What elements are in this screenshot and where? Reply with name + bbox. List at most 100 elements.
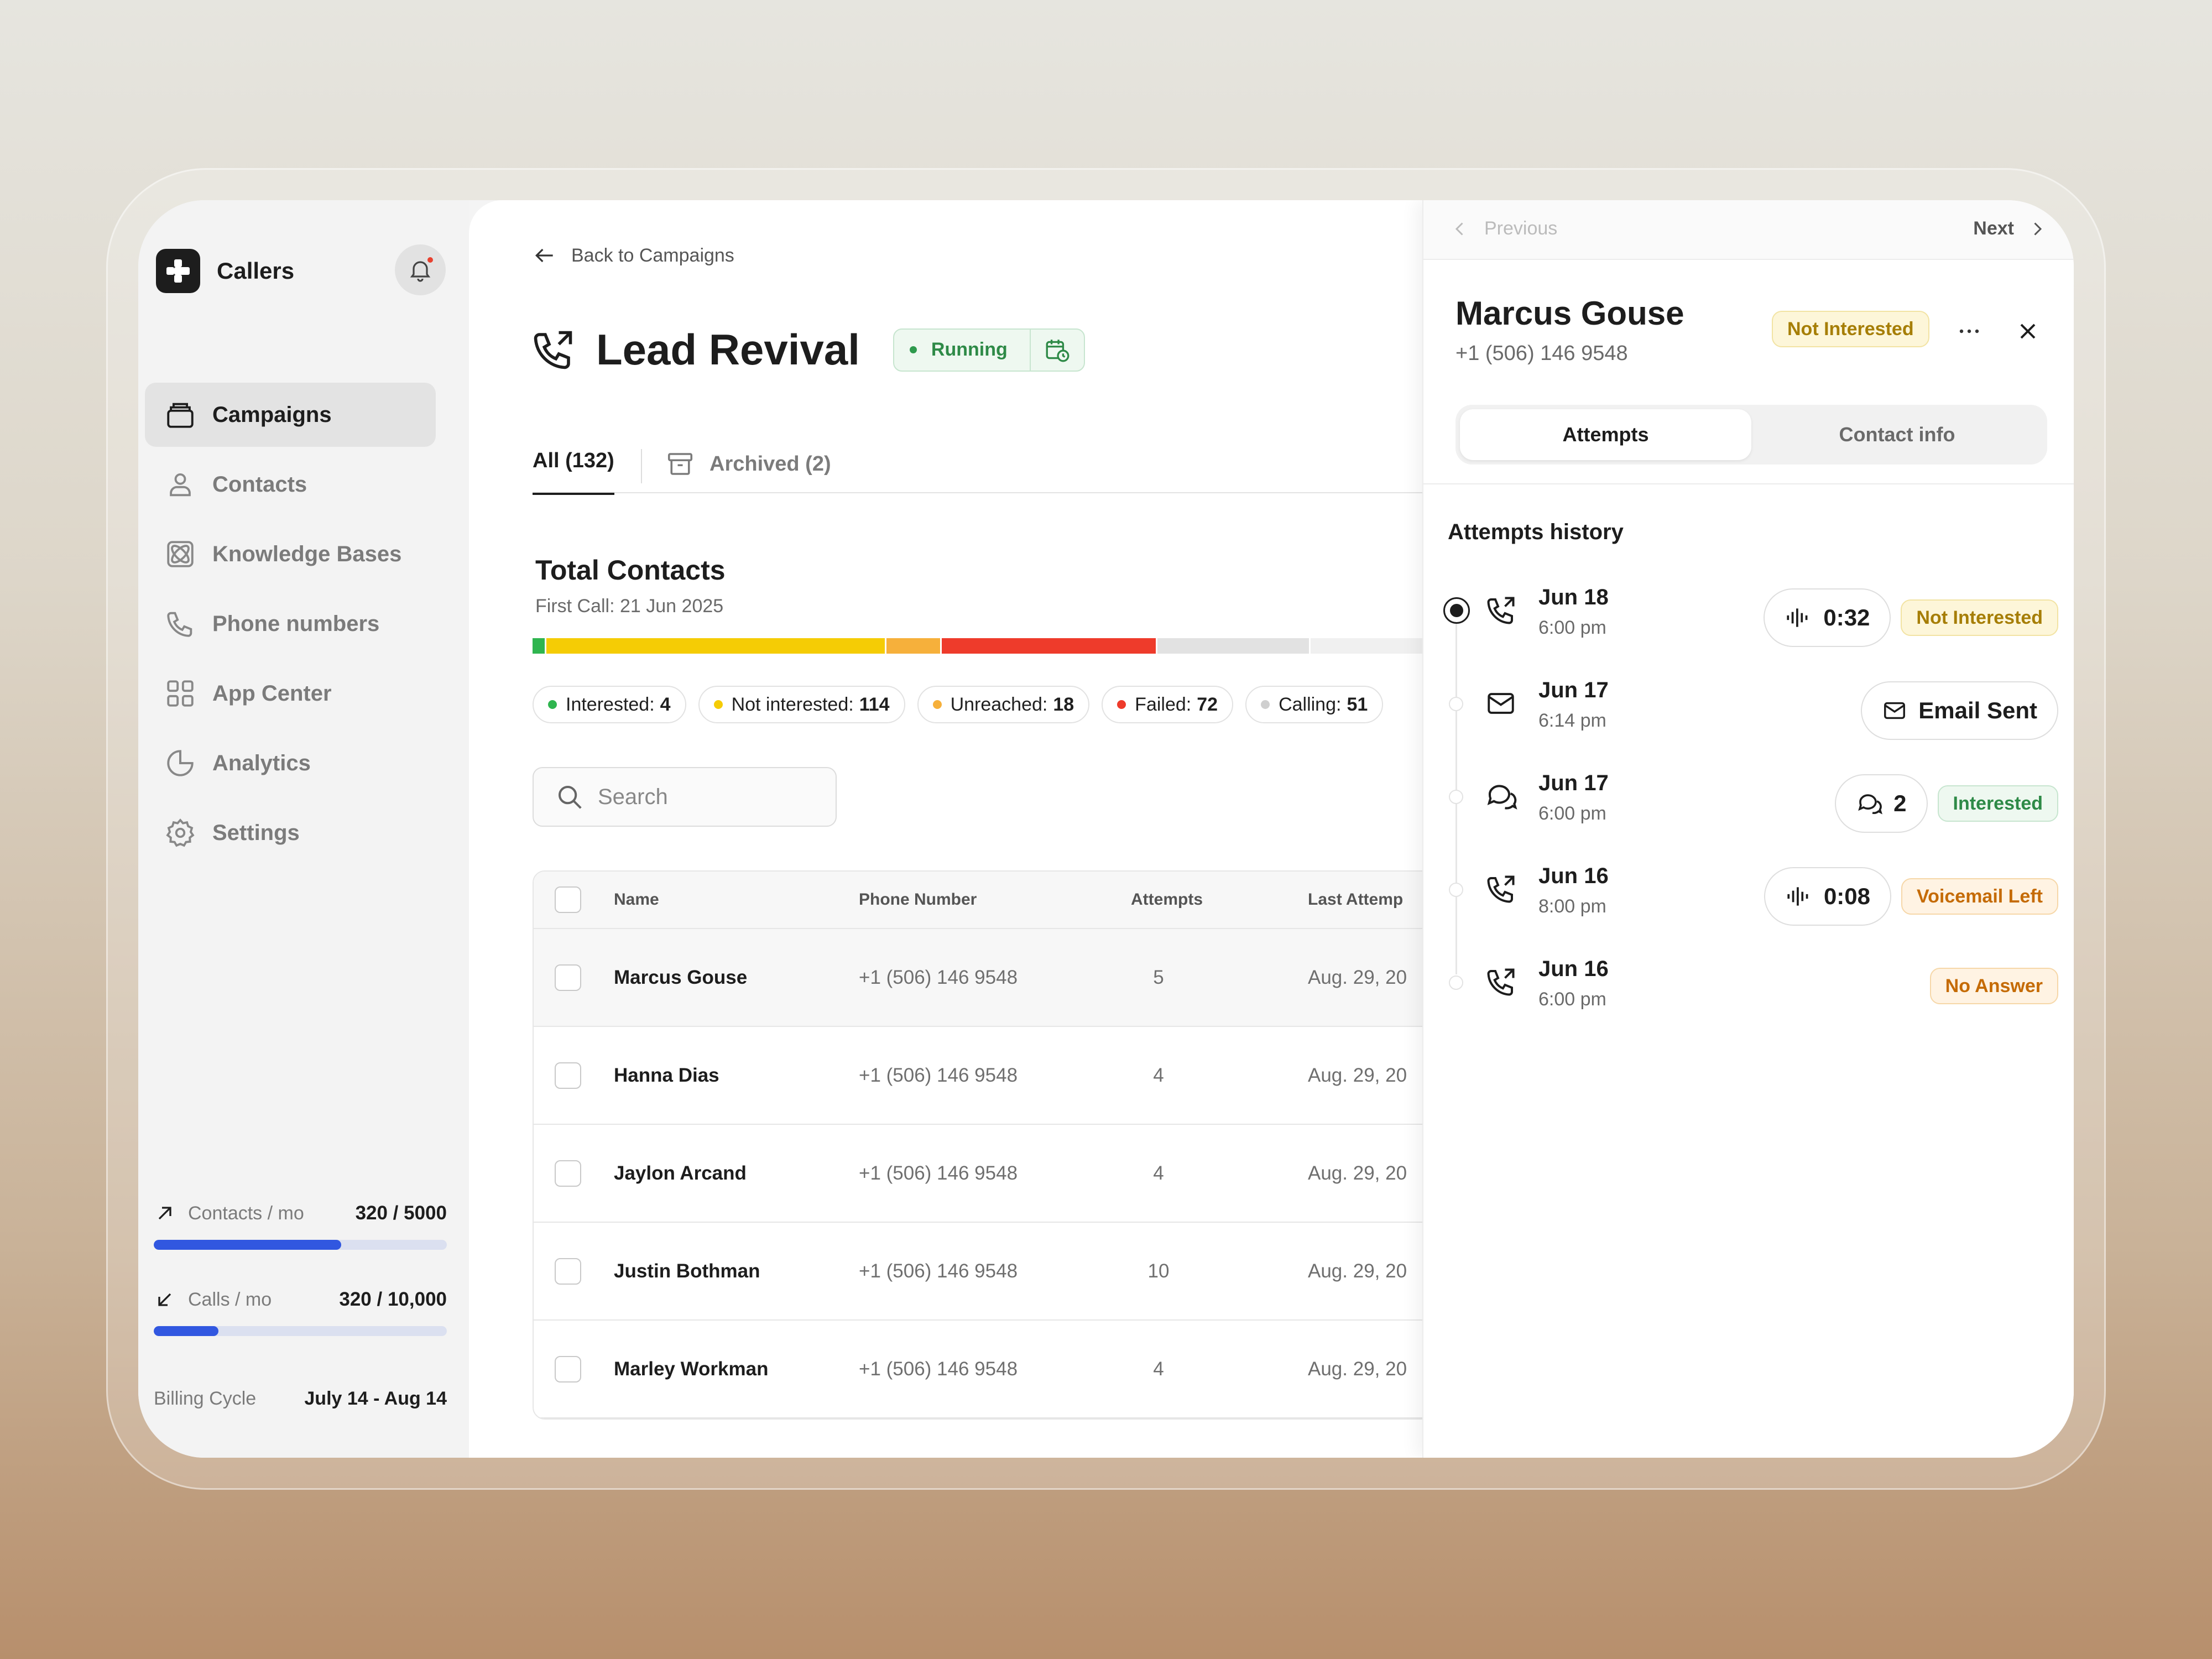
chip-interested[interactable]: Interested: 4 [533, 686, 686, 723]
sidebar-item-label: Phone numbers [212, 611, 380, 636]
recording-button[interactable]: 0:08 [1764, 867, 1891, 926]
contact-phone: +1 (506) 146 9548 [859, 1162, 1018, 1184]
recording-button[interactable]: 0:32 [1764, 588, 1891, 647]
contacts-icon [164, 468, 197, 501]
email-sent-label: Email Sent [1918, 697, 2037, 723]
attempt-item[interactable]: Jun 16 8:00 pm 0:08 Voicemail Left [1440, 856, 2058, 926]
more-options-button[interactable] [1950, 312, 1989, 351]
page-title: Lead Revival [596, 325, 860, 374]
unreached-dot [932, 700, 942, 709]
row-checkbox[interactable] [555, 1160, 581, 1187]
contact-last-attempt: Aug. 29, 20 [1308, 1064, 1407, 1086]
table-row[interactable]: Marcus Gouse +1 (506) 146 9548 5 Aug. 29… [534, 929, 1481, 1027]
messages-button[interactable]: 2 [1835, 774, 1928, 833]
header-phone[interactable]: Phone Number [859, 890, 977, 909]
row-checkbox[interactable] [555, 1355, 581, 1383]
table-row[interactable]: Hanna Dias +1 (506) 146 9548 4 Aug. 29, … [534, 1027, 1481, 1125]
contact-last-attempt: Aug. 29, 20 [1308, 1358, 1407, 1380]
attempt-date: Jun 17 [1538, 678, 1609, 702]
brand[interactable]: Callers [156, 249, 294, 293]
chip-label: Unreached: [950, 693, 1048, 715]
search-placeholder: Search [598, 784, 668, 809]
contact-phone: +1 (506) 146 9548 [859, 1260, 1018, 1282]
row-checkbox[interactable] [555, 1062, 581, 1089]
table-row[interactable]: Justin Bothman +1 (506) 146 9548 10 Aug.… [534, 1223, 1481, 1321]
header-last-attempt[interactable]: Last Attemp [1308, 890, 1404, 909]
attempt-date: Jun 17 [1538, 771, 1609, 795]
panel-navigation: Previous Next [1423, 200, 2074, 260]
sidebar-item-label: Settings [212, 820, 300, 845]
header-attempts[interactable]: Attempts [1131, 890, 1203, 909]
status-label: Running [931, 339, 1008, 360]
phone-outgoing-icon [1483, 593, 1519, 628]
attempt-item[interactable]: Jun 17 6:14 pm Email Sent [1440, 670, 2058, 740]
sidebar-item-label: App Center [212, 681, 332, 706]
header-name[interactable]: Name [614, 890, 659, 909]
chip-count: 51 [1347, 693, 1368, 715]
mail-icon [1884, 702, 1906, 719]
billing-cycle-label: Billing Cycle [154, 1388, 257, 1409]
tab-all[interactable]: All (132) [533, 449, 614, 495]
row-checkbox[interactable] [555, 1258, 581, 1285]
pie-chart-icon [164, 747, 197, 780]
archive-icon [667, 453, 693, 475]
sidebar-item-analytics[interactable]: Analytics [145, 731, 436, 795]
table-row[interactable]: Marley Workman +1 (506) 146 9548 4 Aug. … [534, 1321, 1481, 1418]
attempt-item[interactable]: Jun 17 6:00 pm 2 Interested [1440, 763, 2058, 833]
interested-dot [548, 700, 557, 709]
select-all-checkbox[interactable] [555, 886, 581, 913]
billing-cycle: Billing Cycle July 14 - Aug 14 [154, 1388, 447, 1410]
chat-icon [1483, 779, 1519, 814]
table-row[interactable]: Jaylon Arcand +1 (506) 146 9548 4 Aug. 2… [534, 1125, 1481, 1223]
sidebar-item-campaigns[interactable]: Campaigns [145, 383, 436, 447]
attempt-date: Jun 16 [1538, 957, 1609, 981]
calls-usage-label: Calls / mo [188, 1288, 272, 1310]
attempt-status-badge: Not Interested [1901, 599, 2058, 636]
back-to-campaigns-link[interactable]: Back to Campaigns [533, 243, 734, 268]
sidebar-item-contacts[interactable]: Contacts [145, 452, 436, 517]
chip-calling[interactable]: Calling: 51 [1245, 686, 1384, 723]
status-running: Running [894, 329, 1031, 371]
chip-not-interested[interactable]: Not interested: 114 [698, 686, 905, 723]
contact-name: Hanna Dias [614, 1064, 719, 1086]
phone-outgoing-icon [1483, 872, 1519, 907]
grid-icon [164, 677, 197, 710]
chip-failed[interactable]: Failed: 72 [1102, 686, 1234, 723]
tab-contact-info[interactable]: Contact info [1839, 423, 1955, 446]
close-panel-button[interactable] [2008, 312, 2047, 351]
tab-archived[interactable]: Archived (2) [665, 449, 831, 479]
chip-unreached[interactable]: Unreached: 18 [917, 686, 1090, 723]
attempt-time: 6:14 pm [1538, 710, 1606, 731]
chip-count: 18 [1053, 693, 1074, 715]
tab-attempts[interactable]: Attempts [1460, 409, 1751, 460]
campaigns-icon [164, 398, 197, 431]
calls-usage-bar [154, 1326, 447, 1336]
progress-segment-failed [942, 638, 1156, 654]
sidebar-item-knowledge-bases[interactable]: Knowledge Bases [145, 522, 436, 586]
sidebar-item-app-center[interactable]: App Center [145, 661, 436, 726]
calls-usage-fill [154, 1326, 218, 1336]
attempt-item[interactable]: Jun 18 6:00 pm 0:32 Not Interested [1440, 577, 2058, 647]
phone-outgoing-icon [534, 331, 572, 369]
contacts-usage-bar [154, 1240, 447, 1250]
contact-last-attempt: Aug. 29, 20 [1308, 966, 1407, 988]
search-input[interactable]: Search [533, 767, 837, 827]
knowledge-bases-icon [164, 538, 197, 571]
sidebar-item-settings[interactable]: Settings [145, 801, 436, 865]
email-sent-button[interactable]: Email Sent [1861, 681, 2058, 740]
notifications-button[interactable] [395, 244, 446, 295]
calendar-clock-icon [1046, 339, 1070, 362]
contact-name: Jaylon Arcand [614, 1162, 747, 1184]
row-checkbox[interactable] [555, 964, 581, 991]
previous-button[interactable]: Previous [1450, 218, 1557, 239]
timeline-node [1449, 883, 1463, 897]
attempt-item[interactable]: Jun 16 6:00 pm No Answer [1440, 949, 2058, 1015]
next-button[interactable]: Next [1973, 218, 2047, 239]
progress-segment-unreached [886, 638, 941, 654]
schedule-button[interactable] [1031, 330, 1084, 371]
message-count: 2 [1893, 790, 1907, 816]
divider [1423, 483, 2074, 484]
search-icon [558, 785, 582, 809]
sidebar-item-phone-numbers[interactable]: Phone numbers [145, 592, 436, 656]
contact-phone: +1 (506) 146 9548 [859, 1064, 1018, 1086]
